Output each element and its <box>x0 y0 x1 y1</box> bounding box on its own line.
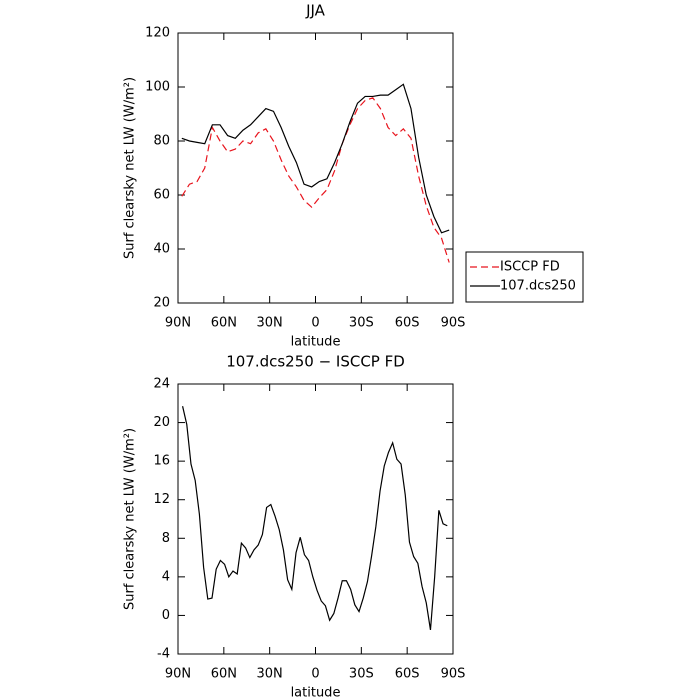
x-tick-label: 60S <box>395 667 420 682</box>
x-tick-label: 30N <box>257 316 283 331</box>
legend: ISCCP FD 107.dcs250 <box>465 251 584 303</box>
data-line <box>181 83 450 234</box>
y-tick-label: -4 <box>157 647 170 662</box>
x-tick-label: 30S <box>349 316 374 331</box>
legend-box <box>465 251 584 303</box>
plot-frame <box>177 383 454 655</box>
x-tick-label: 90S <box>441 316 466 331</box>
x-tick-label: 60N <box>211 316 237 331</box>
y-tick-label: 0 <box>162 608 170 623</box>
x-tick-label: 30S <box>349 667 374 682</box>
y-tick-label: 24 <box>153 377 170 392</box>
chart-title: 107.dcs250 − ISCCP FD <box>226 353 405 371</box>
y-tick-label: 16 <box>153 454 170 469</box>
y-tick-label: 80 <box>153 134 170 149</box>
y-tick-label: 100 <box>145 80 170 95</box>
y-axis-label: Surf clearsky net LW (W/m²) <box>123 77 138 259</box>
y-tick-label: 120 <box>145 26 170 41</box>
x-tick-label: 30N <box>257 667 283 682</box>
y-tick-label: 20 <box>153 296 170 311</box>
y-axis-label: Surf clearsky net LW (W/m²) <box>123 428 138 610</box>
data-line <box>181 406 448 630</box>
y-tick-label: 12 <box>153 492 170 507</box>
legend-label: 107.dcs250 <box>500 279 576 294</box>
y-tick-label: 40 <box>153 242 170 257</box>
data-line <box>181 97 450 263</box>
chart-title: JJA <box>305 2 326 20</box>
x-tick-label: 0 <box>311 316 319 331</box>
x-axis-label: latitude <box>291 686 341 700</box>
y-tick-label: 20 <box>153 415 170 430</box>
x-tick-label: 90S <box>441 667 466 682</box>
x-tick-label: 60N <box>211 667 237 682</box>
y-tick-label: 60 <box>153 188 170 203</box>
y-tick-label: 4 <box>162 569 170 584</box>
x-tick-label: 90N <box>165 316 191 331</box>
x-tick-label: 90N <box>165 667 191 682</box>
plot-frame <box>177 32 454 304</box>
y-tick-label: 8 <box>162 531 170 546</box>
x-axis-label: latitude <box>291 335 341 350</box>
x-tick-label: 0 <box>311 667 319 682</box>
legend-label: ISCCP FD <box>500 260 560 275</box>
x-tick-label: 60S <box>395 316 420 331</box>
